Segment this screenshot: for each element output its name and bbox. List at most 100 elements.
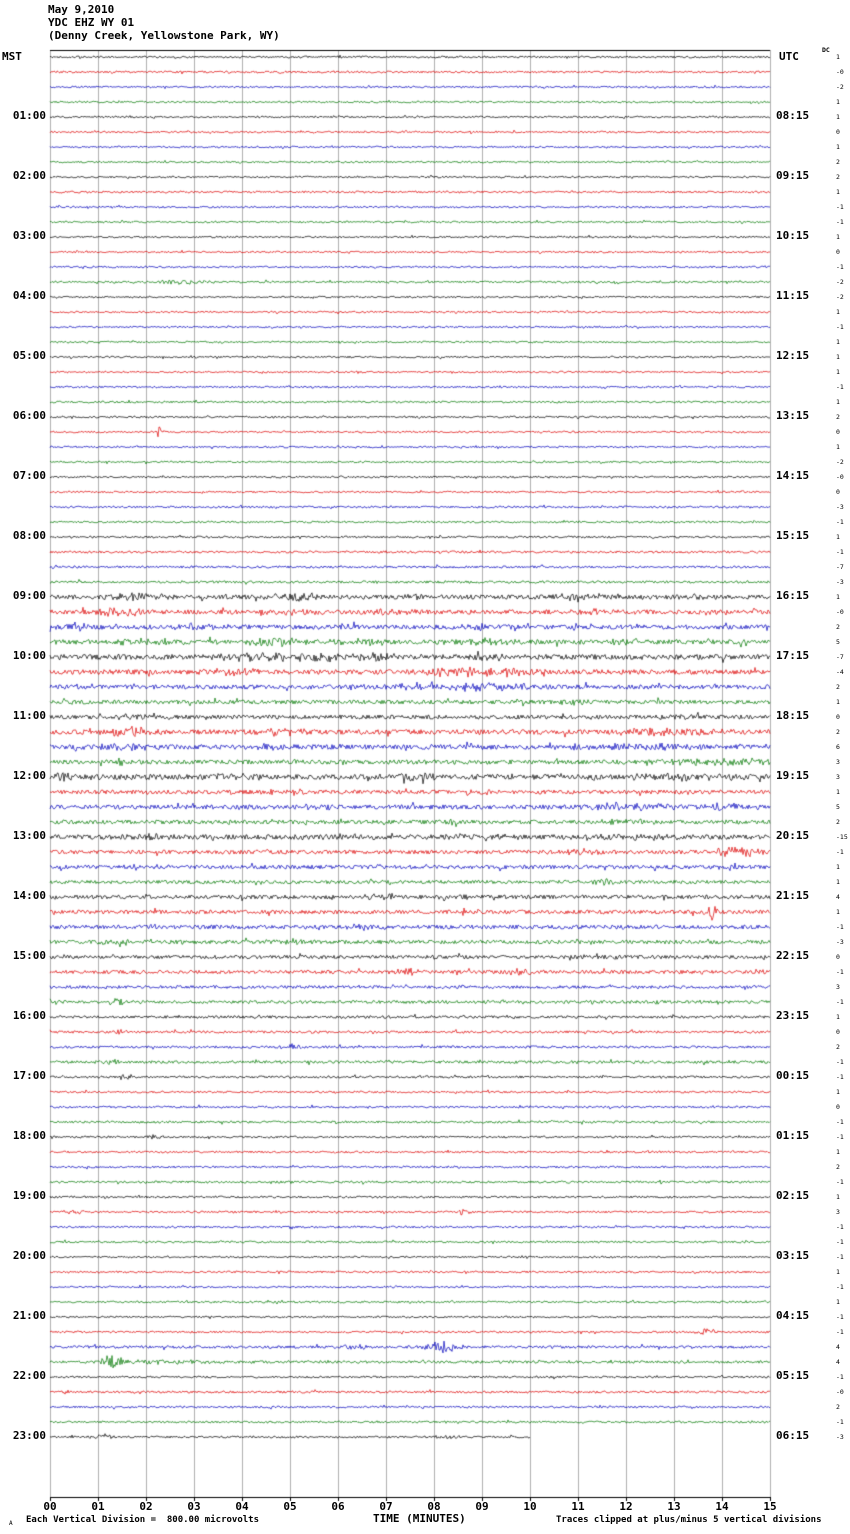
utc-time-label: 02:15 [776,1189,810,1202]
dc-offset-value: -1 [836,1253,844,1261]
dc-offset-value: 5 [836,638,840,646]
mst-time-label: 03:00 [12,229,46,242]
dc-offset-value: 2 [836,1403,840,1411]
dc-offset-value: -1 [836,1328,844,1336]
dc-offset-value: 1 [836,1298,840,1306]
mst-time-label: 17:00 [12,1069,46,1082]
x-tick-label: 15 [763,1500,777,1513]
dc-offset-value: 1 [836,98,840,106]
x-tick-label: 13 [667,1500,681,1513]
dc-offset-value: 1 [836,368,840,376]
x-tick-label: 05 [283,1500,297,1513]
dc-offset-value: -4 [836,668,844,676]
utc-time-label: 19:15 [776,769,810,782]
footer-scale-note: Each Vertical Division = 800.00 microvol… [26,1515,259,1525]
dc-offset-value: 3 [836,983,840,991]
dc-offset-value: 1 [836,1088,840,1096]
dc-offset-value: -1 [836,218,844,226]
dc-offset-value: -0 [836,1388,844,1396]
dc-offset-value: -1 [836,1373,844,1381]
title-location: (Denny Creek, Yellowstone Park, WY) [48,29,280,42]
dc-offset-value: 0 [836,1103,840,1111]
dc-offset-value: 1 [836,878,840,886]
dc-offset-value: -3 [836,503,844,511]
dc-offset-value: 2 [836,728,840,736]
utc-time-label: 00:15 [776,1069,810,1082]
dc-offset-value: -1 [836,548,844,556]
dc-offset-value: 1 [836,788,840,796]
utc-time-label: 13:15 [776,409,810,422]
dc-offset-value: 3 [836,758,840,766]
utc-time-label: 17:15 [776,649,810,662]
mst-time-label: 11:00 [12,709,46,722]
mst-time-label: 05:00 [12,349,46,362]
dc-offset-value: 1 [836,1148,840,1156]
utc-time-label: 15:15 [776,529,810,542]
mst-time-label: 01:00 [12,109,46,122]
utc-time-label: 18:15 [776,709,810,722]
mst-time-label: 07:00 [12,469,46,482]
utc-time-label: 08:15 [776,109,810,122]
dc-offset-value: 5 [836,803,840,811]
x-tick-label: 09 [475,1500,489,1513]
dc-offset-value: -15 [836,833,848,841]
dc-offset-value: -1 [836,848,844,856]
dc-offset-value: 4 [836,1358,840,1366]
dc-offset-value: 2 [836,413,840,421]
dc-offset-value: 0 [836,128,840,136]
dc-offset-value: -1 [836,1238,844,1246]
dc-offset-value: 0 [836,428,840,436]
mst-time-label: 21:00 [12,1309,46,1322]
dc-offset-value: 0 [836,488,840,496]
dc-offset-value: 3 [836,773,840,781]
utc-time-label: 23:15 [776,1009,810,1022]
x-tick-label: 14 [715,1500,729,1513]
dc-offset-value: 1 [836,1193,840,1201]
x-tick-label: 01 [91,1500,105,1513]
x-tick-label: 03 [187,1500,201,1513]
dc-offset-value: 1 [836,353,840,361]
utc-axis-label: UTC [779,50,799,63]
dc-offset-value: 1 [836,698,840,706]
dc-offset-value: 2 [836,173,840,181]
utc-time-label: 09:15 [776,169,810,182]
dc-offset-value: 2 [836,818,840,826]
dc-offset-value: 1 [836,338,840,346]
dc-offset-value: -1 [836,1418,844,1426]
dc-offset-value: 0 [836,953,840,961]
dc-offset-value: 1 [836,233,840,241]
dc-offset-value: 1 [836,53,840,61]
dc-offset-value: -0 [836,473,844,481]
dc-offset-value: 2 [836,158,840,166]
dc-offset-value: -1 [836,968,844,976]
dc-offset-value: -1 [836,1073,844,1081]
dc-offset-value: -1 [836,323,844,331]
mst-time-label: 02:00 [12,169,46,182]
x-tick-label: 00 [43,1500,57,1513]
dc-offset-value: 0 [836,1028,840,1036]
dc-offset-value: 2 [836,623,840,631]
dc-offset-value: 4 [836,893,840,901]
dc-offset-value: 1 [836,308,840,316]
utc-time-label: 03:15 [776,1249,810,1262]
mst-time-label: 04:00 [12,289,46,302]
utc-time-label: 01:15 [776,1129,810,1142]
dc-offset-value: -3 [836,1433,844,1441]
mst-time-label: 14:00 [12,889,46,902]
dc-offset-value: -3 [836,578,844,586]
utc-time-label: 20:15 [776,829,810,842]
mst-time-label: 13:00 [12,829,46,842]
utc-time-label: 05:15 [776,1369,810,1382]
utc-time-label: 10:15 [776,229,810,242]
dc-offset-value: -1 [836,998,844,1006]
dc-offset-value: -1 [836,1313,844,1321]
dc-offset-value: -2 [836,293,844,301]
x-tick-label: 12 [619,1500,633,1513]
dc-offset-value: -1 [836,383,844,391]
dc-offset-value: 0 [836,248,840,256]
dc-offset-value: 6 [836,743,840,751]
dc-offset-value: -1 [836,1283,844,1291]
dc-offset-value: 1 [836,533,840,541]
mst-time-label: 06:00 [12,409,46,422]
